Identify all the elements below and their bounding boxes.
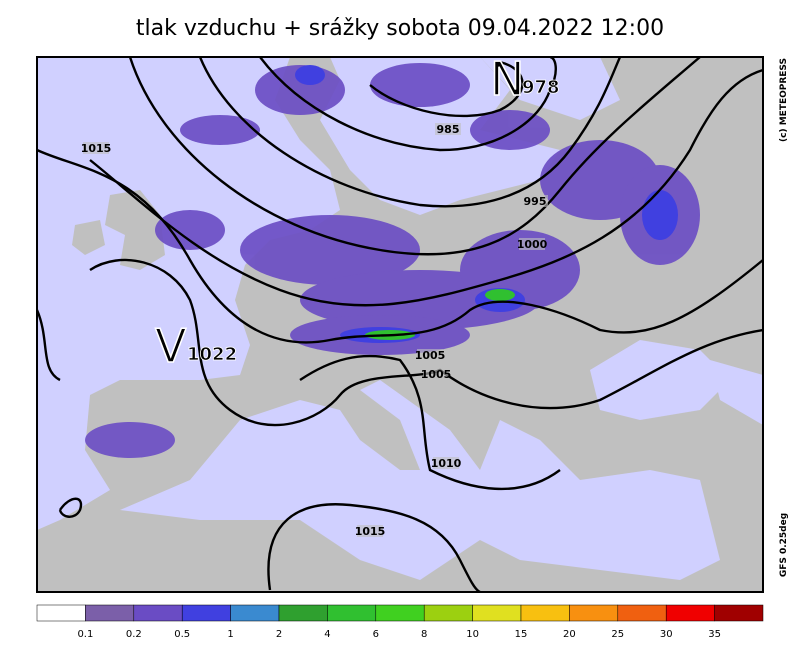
copyright: (c) METEOPRESS <box>779 58 789 142</box>
map-frame <box>36 56 764 593</box>
atlantic <box>37 57 340 530</box>
ireland <box>72 220 105 255</box>
isobar-label: 1000 <box>517 238 548 251</box>
legend-label: 2 <box>276 629 282 640</box>
legend-label: 35 <box>708 629 721 640</box>
model-info: GFS 0.25deg <box>779 513 789 577</box>
legend-label: 4 <box>324 629 330 640</box>
legend-label: 1 <box>227 629 233 640</box>
legend-label: 25 <box>611 629 624 640</box>
black-sea <box>590 340 730 420</box>
isobar-label-bg <box>357 525 383 537</box>
isobar <box>37 148 763 344</box>
legend-label: 10 <box>466 629 479 640</box>
pressure-center-letter: V <box>155 319 187 373</box>
legend-swatch <box>85 604 135 622</box>
isobar-label: 1015 <box>355 525 386 538</box>
isobar-label-bg <box>423 368 449 380</box>
legend-label: 0.5 <box>174 629 190 640</box>
isobar <box>37 309 561 491</box>
legend-label: 20 <box>563 629 576 640</box>
pressure-center-value: 978 <box>522 77 560 98</box>
legend-swatch <box>327 604 377 622</box>
isobars <box>37 57 763 592</box>
legend-swatch <box>617 604 667 622</box>
isobar-label-bg <box>522 195 548 207</box>
legend-label: 15 <box>515 629 528 640</box>
legend-label: 0.1 <box>77 629 93 640</box>
legend-label: 30 <box>660 629 673 640</box>
mediterranean <box>120 380 720 580</box>
legend-swatch <box>714 604 764 622</box>
legend-swatch <box>375 604 425 622</box>
legend-swatch <box>278 604 328 622</box>
legend-swatch <box>36 604 86 622</box>
legend-label: 6 <box>373 629 379 640</box>
legend-swatch <box>181 604 231 622</box>
isobar-label: 1010 <box>431 457 462 470</box>
isobar-label: 995 <box>524 195 547 208</box>
isobar <box>128 57 701 256</box>
isobar-label: 1005 <box>421 368 452 381</box>
legend-swatch <box>133 604 183 622</box>
isobar-label-bg <box>519 238 545 250</box>
isobar-label-bg <box>435 123 461 135</box>
legend: 0.1 0.2 0.5 1 2 4 6 8 10 15 20 25 30 35 <box>36 604 764 640</box>
isobar <box>267 503 481 592</box>
isobar-label-bg <box>83 142 109 154</box>
isobar <box>259 57 557 152</box>
isobar-label-bg <box>433 457 459 469</box>
legend-swatch <box>472 604 522 622</box>
legend-swatch <box>520 604 570 622</box>
legend-label: 0.2 <box>126 629 142 640</box>
isobar <box>58 497 83 518</box>
isobar <box>369 60 524 118</box>
isobar <box>89 68 763 307</box>
caspian <box>710 360 763 425</box>
legend-swatch <box>665 604 715 622</box>
pressure-center-letter: N <box>490 52 524 106</box>
isobar-label: 985 <box>437 123 460 136</box>
title: tlak vzduchu + srážky sobota 09.04.2022 … <box>136 16 664 41</box>
isobar-label: 1005 <box>415 349 446 362</box>
pressure-center-value: 1022 <box>187 344 237 365</box>
legend-label: 8 <box>421 629 427 640</box>
legend-swatch <box>230 604 280 622</box>
isobar <box>198 57 622 208</box>
isobar <box>89 258 763 427</box>
legend-swatch <box>569 604 619 622</box>
legend-swatch <box>423 604 473 622</box>
isobar-label-bg <box>417 349 443 361</box>
isobar-label: 1015 <box>81 142 112 155</box>
